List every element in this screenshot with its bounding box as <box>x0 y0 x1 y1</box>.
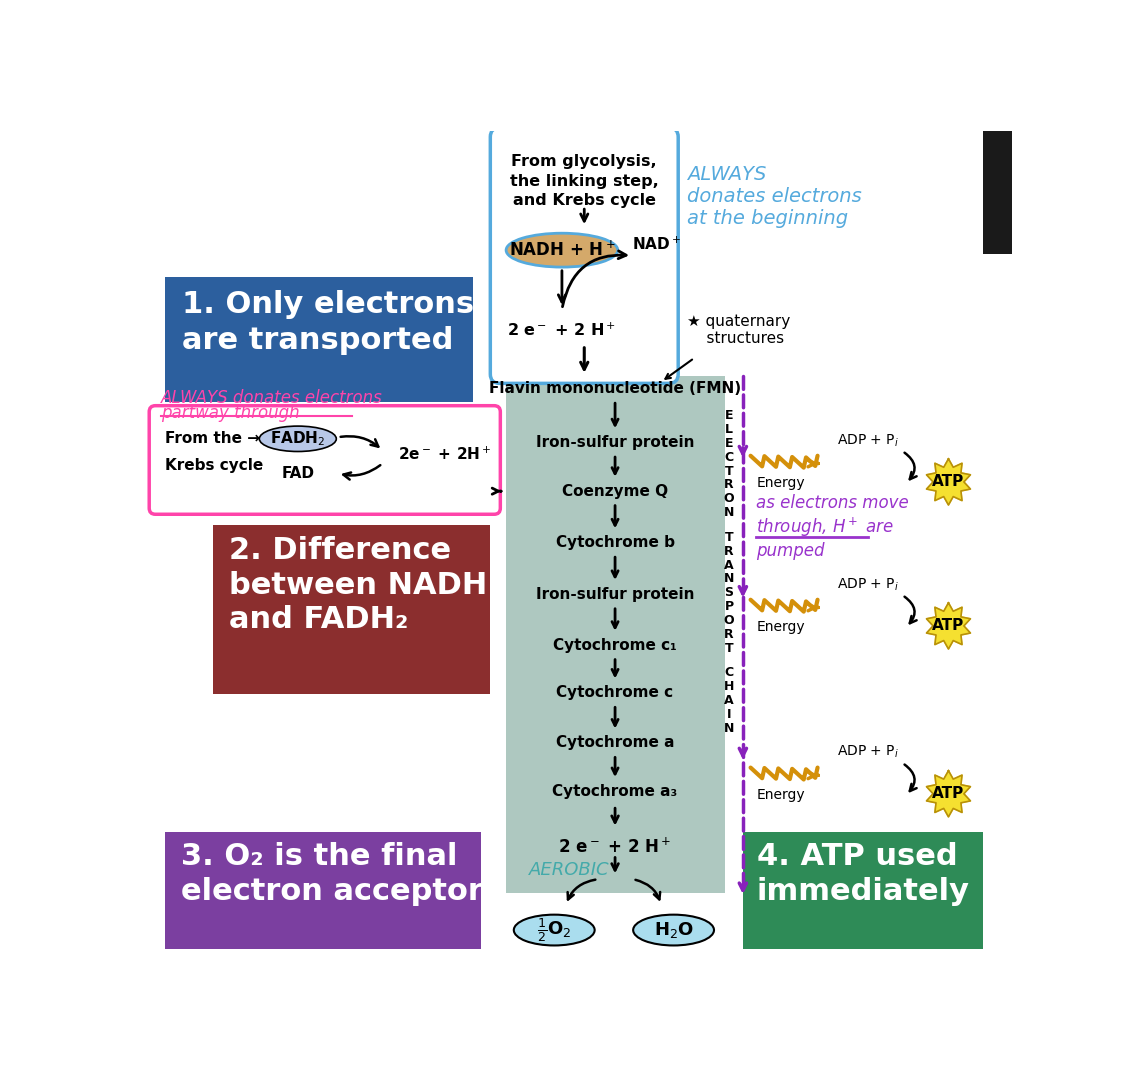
Text: 4. ATP used
immediately: 4. ATP used immediately <box>757 843 970 906</box>
Text: ALWAYS donates electrons: ALWAYS donates electrons <box>161 389 382 407</box>
FancyArrowPatch shape <box>905 764 917 791</box>
Text: H: H <box>724 680 734 693</box>
FancyArrowPatch shape <box>567 880 596 899</box>
Bar <box>166 277 474 402</box>
Text: S: S <box>724 586 733 600</box>
Text: T: T <box>724 464 733 477</box>
Text: E: E <box>725 437 733 450</box>
Text: 1. Only electrons
are transported: 1. Only electrons are transported <box>183 290 475 355</box>
Text: Flavin mononucleotide (FMN): Flavin mononucleotide (FMN) <box>490 382 741 397</box>
Polygon shape <box>926 771 970 816</box>
Text: ADP + P$_i$: ADP + P$_i$ <box>837 744 899 761</box>
Text: L: L <box>725 423 733 436</box>
Text: ATP: ATP <box>933 474 964 489</box>
Text: R: R <box>724 479 734 492</box>
Text: ★ quaternary
    structures: ★ quaternary structures <box>687 314 790 347</box>
Ellipse shape <box>506 233 618 267</box>
Bar <box>984 131 1012 254</box>
Text: N: N <box>724 506 734 519</box>
Ellipse shape <box>259 426 336 451</box>
Text: partway through: partway through <box>161 404 299 422</box>
Bar <box>505 376 725 893</box>
Text: 3. O₂ is the final
electron acceptor: 3. O₂ is the final electron acceptor <box>180 843 483 906</box>
Text: N: N <box>724 572 734 585</box>
FancyArrowPatch shape <box>343 465 380 480</box>
Text: FADH$_2$: FADH$_2$ <box>270 429 326 448</box>
Text: NAD$^+$: NAD$^+$ <box>632 237 681 253</box>
Text: C: C <box>724 666 733 679</box>
Text: P: P <box>724 601 733 614</box>
FancyArrowPatch shape <box>563 251 626 306</box>
FancyArrowPatch shape <box>341 436 378 447</box>
Text: Iron-sulfur protein: Iron-sulfur protein <box>536 435 695 450</box>
Text: O: O <box>724 493 734 506</box>
Bar <box>166 832 481 948</box>
Ellipse shape <box>514 915 594 945</box>
Text: Coenzyme Q: Coenzyme Q <box>562 484 668 498</box>
Text: T: T <box>724 642 733 655</box>
FancyArrowPatch shape <box>905 596 917 623</box>
Text: Krebs cycle: Krebs cycle <box>166 458 264 473</box>
Text: Energy: Energy <box>757 475 805 489</box>
Text: Cytochrome a: Cytochrome a <box>556 736 675 750</box>
Text: From glycolysis,
the linking step,
and Krebs cycle: From glycolysis, the linking step, and K… <box>510 154 659 208</box>
Text: ADP + P$_i$: ADP + P$_i$ <box>837 432 899 449</box>
Text: A: A <box>724 694 734 707</box>
FancyBboxPatch shape <box>491 128 678 384</box>
Text: 2. Difference
between NADH
and FADH₂: 2. Difference between NADH and FADH₂ <box>229 536 487 634</box>
Text: ATP: ATP <box>933 786 964 801</box>
Text: Cytochrome c: Cytochrome c <box>556 686 673 701</box>
Text: H$_2$O: H$_2$O <box>653 920 694 940</box>
Text: Energy: Energy <box>757 788 805 801</box>
Polygon shape <box>926 603 970 649</box>
Text: ADP + P$_i$: ADP + P$_i$ <box>837 577 899 593</box>
Bar <box>743 832 984 948</box>
Text: C: C <box>724 451 733 463</box>
Text: Iron-sulfur protein: Iron-sulfur protein <box>536 586 695 602</box>
Bar <box>213 525 491 694</box>
Text: FAD: FAD <box>281 465 315 481</box>
Text: Cytochrome c₁: Cytochrome c₁ <box>553 638 677 653</box>
Text: NADH + H$^+$: NADH + H$^+$ <box>509 241 616 259</box>
Text: AEROBIC: AEROBIC <box>529 861 609 879</box>
Text: 2 e$^-$ + 2 H$^+$: 2 e$^-$ + 2 H$^+$ <box>508 322 617 339</box>
Text: ALWAYS
donates electrons
at the beginning: ALWAYS donates electrons at the beginnin… <box>687 166 862 229</box>
Text: T: T <box>724 531 733 544</box>
Text: $\frac{1}{2}$O$_2$: $\frac{1}{2}$O$_2$ <box>537 916 572 944</box>
Text: I: I <box>726 708 731 720</box>
Text: Energy: Energy <box>757 620 805 633</box>
Text: A: A <box>724 558 734 571</box>
Text: 2e$^-$ + 2H$^+$: 2e$^-$ + 2H$^+$ <box>398 446 492 463</box>
Text: N: N <box>724 722 734 735</box>
Text: From the →: From the → <box>166 432 261 446</box>
Text: as electrons move
through, H$^+$ are
pumped: as electrons move through, H$^+$ are pum… <box>756 494 909 560</box>
Text: E: E <box>725 409 733 422</box>
Text: Cytochrome b: Cytochrome b <box>556 535 675 550</box>
Text: 2 e$^-$ + 2 H$^+$: 2 e$^-$ + 2 H$^+$ <box>558 837 671 857</box>
Polygon shape <box>926 459 970 505</box>
Text: O: O <box>724 614 734 627</box>
Text: R: R <box>724 628 734 641</box>
FancyBboxPatch shape <box>149 405 501 514</box>
Ellipse shape <box>633 915 714 945</box>
Text: Cytochrome a₃: Cytochrome a₃ <box>553 784 678 799</box>
Text: ATP: ATP <box>933 618 964 633</box>
FancyArrowPatch shape <box>635 880 660 899</box>
Text: R: R <box>724 545 734 558</box>
FancyArrowPatch shape <box>905 452 917 480</box>
